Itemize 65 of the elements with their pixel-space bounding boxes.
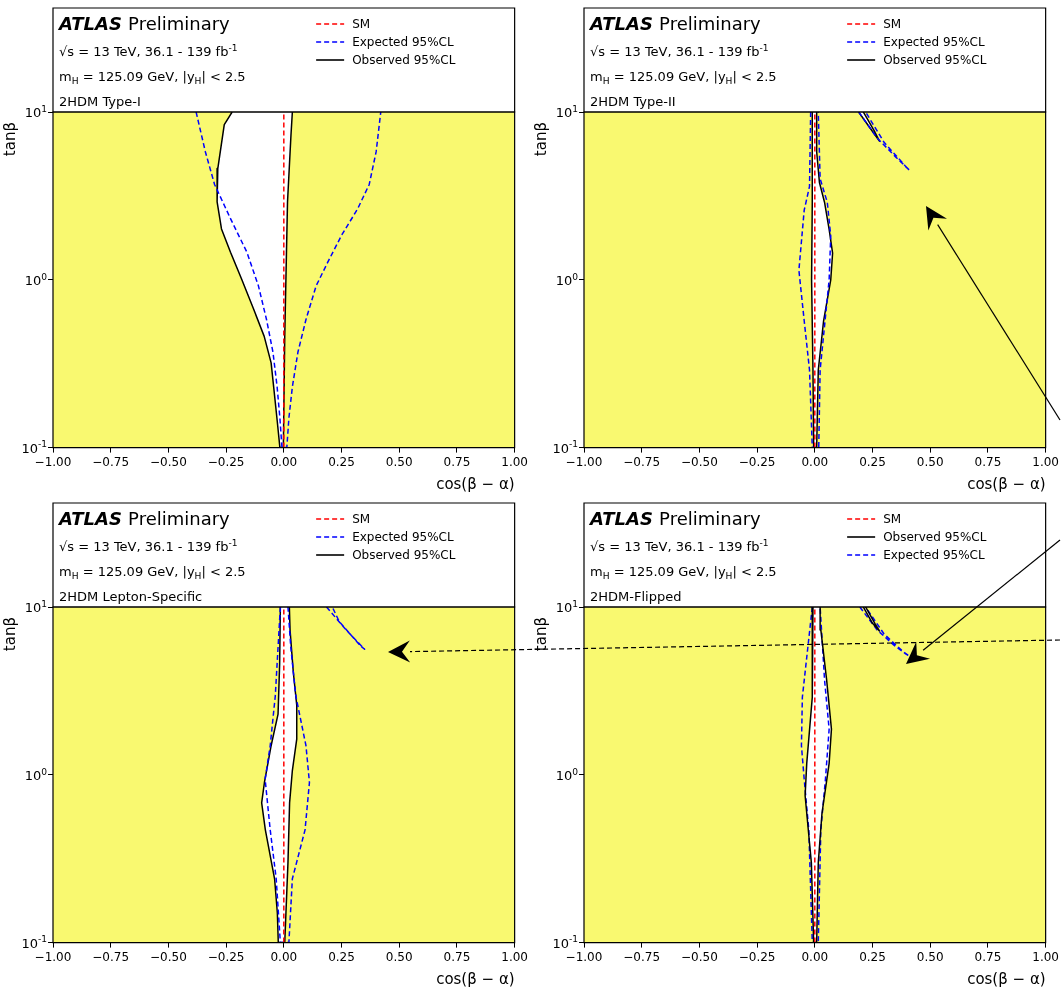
x-tick-label: −0.25 bbox=[207, 949, 245, 964]
legend-label: Observed 95%CL bbox=[352, 548, 456, 562]
x-tick-label: −0.75 bbox=[623, 454, 661, 469]
chart-subtitle: 2HDM Lepton-Specific bbox=[59, 589, 203, 604]
chart-title: ATLAS Preliminary bbox=[57, 508, 231, 529]
x-tick-label: −0.25 bbox=[207, 454, 245, 469]
x-tick-label: 0.25 bbox=[859, 454, 886, 469]
x-tick-label: −0.50 bbox=[150, 454, 187, 469]
x-tick-label: −0.75 bbox=[92, 454, 130, 469]
x-tick-label: 0.50 bbox=[916, 949, 944, 964]
x-axis-title: cos(β − α) bbox=[967, 475, 1046, 493]
x-tick-label: −1.00 bbox=[34, 454, 72, 469]
legend-label: Observed 95%CL bbox=[352, 53, 456, 67]
x-tick-label: −0.50 bbox=[681, 454, 718, 469]
chart-title: ATLAS Preliminary bbox=[588, 508, 762, 529]
x-tick-label: −0.50 bbox=[150, 949, 187, 964]
chart-title: ATLAS Preliminary bbox=[588, 13, 762, 34]
x-tick-label: −1.00 bbox=[565, 949, 603, 964]
x-axis-title: cos(β − α) bbox=[967, 970, 1046, 988]
legend-label: Expected 95%CL bbox=[883, 35, 985, 49]
y-axis-title: tanβ bbox=[532, 122, 550, 157]
x-tick-label: 0.00 bbox=[801, 949, 829, 964]
legend-label: SM bbox=[352, 17, 371, 31]
x-tick-label: 1.00 bbox=[1032, 454, 1059, 469]
x-tick-label: 0.50 bbox=[385, 949, 413, 964]
legend-label: Expected 95%CL bbox=[883, 548, 985, 562]
legend-label: Expected 95%CL bbox=[352, 530, 454, 544]
x-axis-title: cos(β − α) bbox=[436, 475, 515, 493]
x-tick-label: 0.75 bbox=[443, 949, 471, 964]
y-axis-title: tanβ bbox=[1, 617, 19, 652]
x-tick-label: −0.75 bbox=[623, 949, 661, 964]
x-axis-title: cos(β − α) bbox=[436, 970, 515, 988]
chart-subtitle: 2HDM-Flipped bbox=[590, 589, 682, 604]
x-tick-label: 0.25 bbox=[859, 949, 886, 964]
x-tick-label: 0.00 bbox=[270, 454, 298, 469]
x-tick-label: 0.75 bbox=[974, 454, 1002, 469]
legend-label: Observed 95%CL bbox=[883, 53, 987, 67]
y-axis-title: tanβ bbox=[1, 122, 19, 157]
legend-label: SM bbox=[883, 17, 902, 31]
legend-label: Expected 95%CL bbox=[352, 35, 454, 49]
x-tick-label: 0.50 bbox=[916, 454, 944, 469]
x-tick-label: 0.75 bbox=[974, 949, 1002, 964]
x-tick-label: −0.25 bbox=[738, 454, 776, 469]
x-tick-label: 1.00 bbox=[1032, 949, 1059, 964]
x-tick-label: 0.75 bbox=[443, 454, 471, 469]
x-tick-label: 1.00 bbox=[501, 949, 528, 964]
legend-label: Observed 95%CL bbox=[883, 530, 987, 544]
x-tick-label: 0.00 bbox=[270, 949, 298, 964]
x-tick-label: −0.50 bbox=[681, 949, 718, 964]
x-tick-label: 0.25 bbox=[328, 454, 355, 469]
x-tick-label: 1.00 bbox=[501, 454, 528, 469]
x-tick-label: 0.00 bbox=[801, 454, 829, 469]
legend-label: SM bbox=[352, 512, 371, 526]
x-tick-label: −1.00 bbox=[34, 949, 72, 964]
x-tick-label: −0.75 bbox=[92, 949, 130, 964]
x-tick-label: −1.00 bbox=[565, 454, 603, 469]
chart-subtitle: 2HDM Type-I bbox=[59, 94, 141, 109]
line-series bbox=[195, 112, 382, 448]
x-tick-label: 0.25 bbox=[328, 949, 355, 964]
chart-subtitle: 2HDM Type-II bbox=[590, 94, 676, 109]
y-axis-title: tanβ bbox=[532, 617, 550, 652]
x-tick-label: −0.25 bbox=[738, 949, 776, 964]
chart-title: ATLAS Preliminary bbox=[57, 13, 231, 34]
legend-label: SM bbox=[883, 512, 902, 526]
x-tick-label: 0.50 bbox=[385, 454, 413, 469]
